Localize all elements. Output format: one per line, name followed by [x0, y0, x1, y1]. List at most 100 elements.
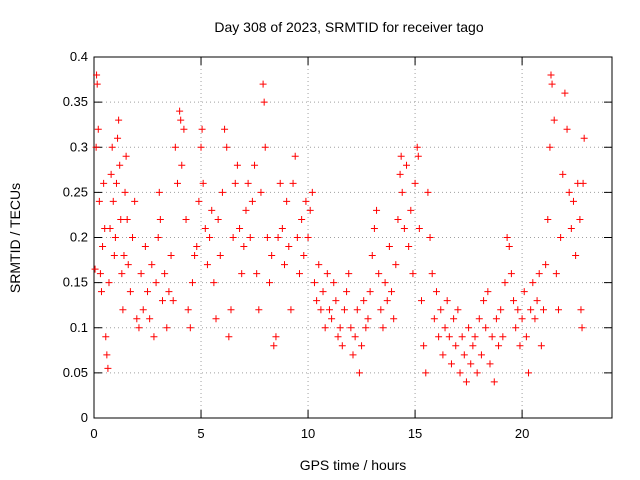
- data-point: [133, 315, 141, 323]
- data-point: [443, 297, 451, 305]
- data-point: [415, 224, 423, 232]
- x-tick-label: 20: [515, 426, 529, 441]
- data-point: [550, 116, 558, 124]
- data-point: [302, 197, 310, 205]
- data-point: [388, 288, 396, 296]
- y-tick-label: 0.2: [70, 230, 88, 245]
- data-point: [263, 234, 271, 241]
- data-point: [432, 288, 440, 296]
- data-point: [366, 288, 374, 296]
- data-point: [407, 206, 415, 214]
- data-point: [482, 324, 490, 332]
- data-point: [437, 306, 445, 314]
- data-point: [315, 261, 323, 269]
- data-point: [144, 288, 152, 296]
- data-point: [93, 80, 101, 88]
- data-point: [405, 243, 413, 251]
- data-point: [109, 197, 117, 205]
- data-point: [95, 197, 103, 205]
- data-point: [201, 224, 209, 232]
- data-point: [576, 215, 584, 223]
- data-point: [411, 179, 419, 187]
- data-point: [390, 315, 398, 323]
- data-point: [467, 360, 475, 368]
- data-point: [460, 351, 468, 359]
- data-point: [306, 206, 314, 214]
- data-point: [426, 234, 434, 241]
- data-point: [97, 288, 105, 296]
- y-tick-label: 0.05: [63, 365, 88, 380]
- data-point: [198, 125, 206, 133]
- data-point: [91, 265, 99, 273]
- data-point: [308, 188, 316, 196]
- data-points: [91, 71, 588, 386]
- data-point: [480, 297, 488, 305]
- data-point: [328, 315, 336, 323]
- data-point: [465, 324, 473, 332]
- y-tick-label: 0: [81, 410, 88, 425]
- data-point: [300, 252, 308, 260]
- data-point: [246, 234, 254, 241]
- data-point: [102, 333, 110, 341]
- data-point: [268, 252, 276, 260]
- data-point: [244, 179, 252, 187]
- data-point: [203, 261, 211, 269]
- data-point: [233, 161, 241, 169]
- data-point: [514, 306, 522, 314]
- data-point: [557, 234, 565, 241]
- data-point: [422, 369, 430, 377]
- data-point: [383, 297, 391, 305]
- data-point: [158, 297, 166, 305]
- data-point: [447, 360, 455, 368]
- data-point: [486, 360, 494, 368]
- data-point: [178, 161, 186, 169]
- data-point: [112, 179, 120, 187]
- data-point: [362, 324, 370, 332]
- data-point: [248, 197, 256, 205]
- data-point: [291, 152, 299, 160]
- data-point: [123, 215, 131, 223]
- data-point: [107, 170, 115, 178]
- data-point: [105, 279, 113, 287]
- data-point: [546, 143, 554, 151]
- data-point: [99, 243, 107, 251]
- data-point: [577, 306, 585, 314]
- data-point: [266, 279, 274, 287]
- data-point: [364, 315, 372, 323]
- x-tick-label: 5: [197, 426, 204, 441]
- data-point: [522, 333, 530, 341]
- data-point: [206, 234, 214, 241]
- data-point: [295, 270, 303, 278]
- data-point: [396, 170, 404, 178]
- data-point: [565, 188, 573, 196]
- data-point: [512, 324, 520, 332]
- data-point: [310, 279, 318, 287]
- data-point: [403, 161, 411, 169]
- data-point: [548, 80, 556, 88]
- data-point: [171, 143, 179, 151]
- data-point: [567, 224, 575, 232]
- data-point: [154, 234, 162, 241]
- data-point: [579, 179, 587, 187]
- data-point: [218, 188, 226, 196]
- data-point: [111, 234, 119, 241]
- data-point: [510, 297, 518, 305]
- data-point: [554, 306, 562, 314]
- data-point: [212, 315, 220, 323]
- data-point: [115, 116, 123, 124]
- data-point: [398, 188, 406, 196]
- data-point: [100, 179, 108, 187]
- data-point: [210, 279, 218, 287]
- data-point: [394, 215, 402, 223]
- data-point: [475, 315, 483, 323]
- data-point: [323, 270, 331, 278]
- data-point: [321, 324, 329, 332]
- data-point: [488, 333, 496, 341]
- data-point: [118, 270, 126, 278]
- data-point: [330, 279, 338, 287]
- data-point: [227, 306, 235, 314]
- data-point: [529, 279, 537, 287]
- data-point: [578, 324, 586, 332]
- data-point: [197, 143, 205, 151]
- data-point: [116, 161, 124, 169]
